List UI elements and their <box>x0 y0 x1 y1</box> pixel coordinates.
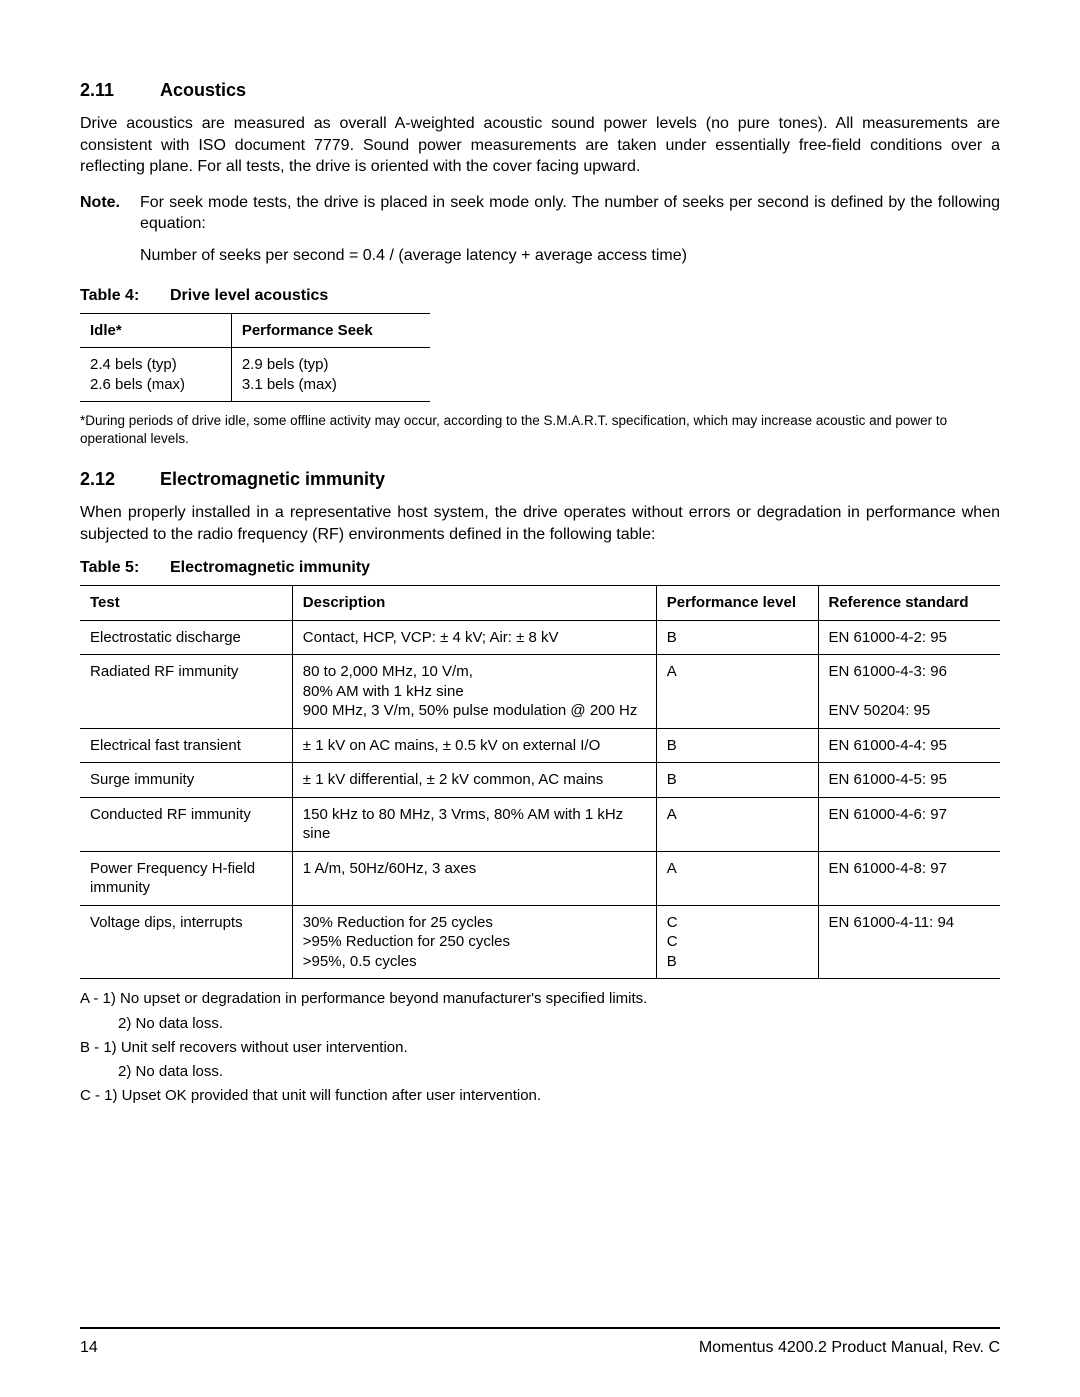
legend-c1: C - 1) Upset OK provided that unit will … <box>80 1086 1000 1106</box>
t5-cell: 1 A/m, 50Hz/60Hz, 3 axes <box>292 851 656 905</box>
t5-cell: ± 1 kV differential, ± 2 kV common, AC m… <box>292 763 656 798</box>
t5-cell: EN 61000-4-6: 97 <box>818 797 1000 851</box>
note-label: Note. <box>80 192 140 235</box>
t5-cell: A <box>656 851 818 905</box>
t5-cell: 150 kHz to 80 MHz, 3 Vrms, 80% AM with 1… <box>292 797 656 851</box>
legend-a1: A - 1) No upset or degradation in perfor… <box>80 989 1000 1009</box>
section-number: 2.12 <box>80 469 160 490</box>
table-5: Test Description Performance level Refer… <box>80 585 1000 979</box>
t5-cell: Radiated RF immunity <box>80 655 292 729</box>
paragraph: Drive acoustics are measured as overall … <box>80 113 1000 178</box>
t5-cell: Electrostatic discharge <box>80 620 292 655</box>
table-row: Conducted RF immunity150 kHz to 80 MHz, … <box>80 797 1000 851</box>
legend-b1: B - 1) Unit self recovers without user i… <box>80 1038 1000 1058</box>
table5-caption: Table 5:Electromagnetic immunity <box>80 559 1000 577</box>
t5-header: Reference standard <box>818 586 1000 621</box>
legend-a2: 2) No data loss. <box>118 1014 1000 1034</box>
t5-cell: 80 to 2,000 MHz, 10 V/m, 80% AM with 1 k… <box>292 655 656 729</box>
t5-cell: C C B <box>656 905 818 979</box>
page-number: 14 <box>80 1339 98 1357</box>
table4-title: Drive level acoustics <box>170 287 328 304</box>
t5-cell: Conducted RF immunity <box>80 797 292 851</box>
t5-cell: EN 61000-4-8: 97 <box>818 851 1000 905</box>
legend: A - 1) No upset or degradation in perfor… <box>80 989 1000 1106</box>
t5-cell: EN 61000-4-5: 95 <box>818 763 1000 798</box>
table4-number: Table 4: <box>80 287 170 305</box>
t4-header: Performance Seek <box>231 313 429 348</box>
t5-cell: Power Frequency H-field immunity <box>80 851 292 905</box>
table4-caption: Table 4:Drive level acoustics <box>80 287 1000 305</box>
table5-number: Table 5: <box>80 559 170 577</box>
table-row: Voltage dips, interrupts30% Reduction fo… <box>80 905 1000 979</box>
t5-cell: Electrical fast transient <box>80 728 292 763</box>
note-text: For seek mode tests, the drive is placed… <box>140 192 1000 235</box>
t5-cell: EN 61000-4-11: 94 <box>818 905 1000 979</box>
t5-cell: Contact, HCP, VCP: ± 4 kV; Air: ± 8 kV <box>292 620 656 655</box>
t5-cell: B <box>656 620 818 655</box>
table-row: Surge immunity± 1 kV differential, ± 2 k… <box>80 763 1000 798</box>
t5-cell: A <box>656 655 818 729</box>
equation-text: Number of seeks per second = 0.4 / (aver… <box>140 245 1000 267</box>
table-row: Electrostatic dischargeContact, HCP, VCP… <box>80 620 1000 655</box>
table-row: Power Frequency H-field immunity1 A/m, 5… <box>80 851 1000 905</box>
page-footer: 14 Momentus 4200.2 Product Manual, Rev. … <box>80 1327 1000 1357</box>
section-number: 2.11 <box>80 80 160 101</box>
table4-footnote: *During periods of drive idle, some offl… <box>80 412 1000 447</box>
t5-header: Description <box>292 586 656 621</box>
document-title: Momentus 4200.2 Product Manual, Rev. C <box>699 1339 1000 1357</box>
t5-cell: B <box>656 763 818 798</box>
section-heading-2-12: 2.12Electromagnetic immunity <box>80 469 1000 490</box>
t5-cell: EN 61000-4-2: 95 <box>818 620 1000 655</box>
table-row: Electrical fast transient± 1 kV on AC ma… <box>80 728 1000 763</box>
paragraph: When properly installed in a representat… <box>80 502 1000 545</box>
t5-cell: A <box>656 797 818 851</box>
t4-cell: 2.4 bels (typ) 2.6 bels (max) <box>80 348 231 402</box>
t5-header: Test <box>80 586 292 621</box>
section-title: Acoustics <box>160 80 246 100</box>
t5-cell: B <box>656 728 818 763</box>
t5-header: Performance level <box>656 586 818 621</box>
t5-cell: EN 61000-4-3: 96 ENV 50204: 95 <box>818 655 1000 729</box>
table-4: Idle* Performance Seek 2.4 bels (typ) 2.… <box>80 313 430 403</box>
table-row: Radiated RF immunity80 to 2,000 MHz, 10 … <box>80 655 1000 729</box>
note: Note. For seek mode tests, the drive is … <box>80 192 1000 235</box>
t4-cell: 2.9 bels (typ) 3.1 bels (max) <box>231 348 429 402</box>
t5-cell: EN 61000-4-4: 95 <box>818 728 1000 763</box>
t5-cell: ± 1 kV on AC mains, ± 0.5 kV on external… <box>292 728 656 763</box>
t4-header: Idle* <box>80 313 231 348</box>
section-heading-2-11: 2.11Acoustics <box>80 80 1000 101</box>
section-title: Electromagnetic immunity <box>160 469 385 489</box>
t5-cell: Surge immunity <box>80 763 292 798</box>
t5-cell: Voltage dips, interrupts <box>80 905 292 979</box>
table5-title: Electromagnetic immunity <box>170 559 370 576</box>
t5-cell: 30% Reduction for 25 cycles >95% Reducti… <box>292 905 656 979</box>
legend-b2: 2) No data loss. <box>118 1062 1000 1082</box>
